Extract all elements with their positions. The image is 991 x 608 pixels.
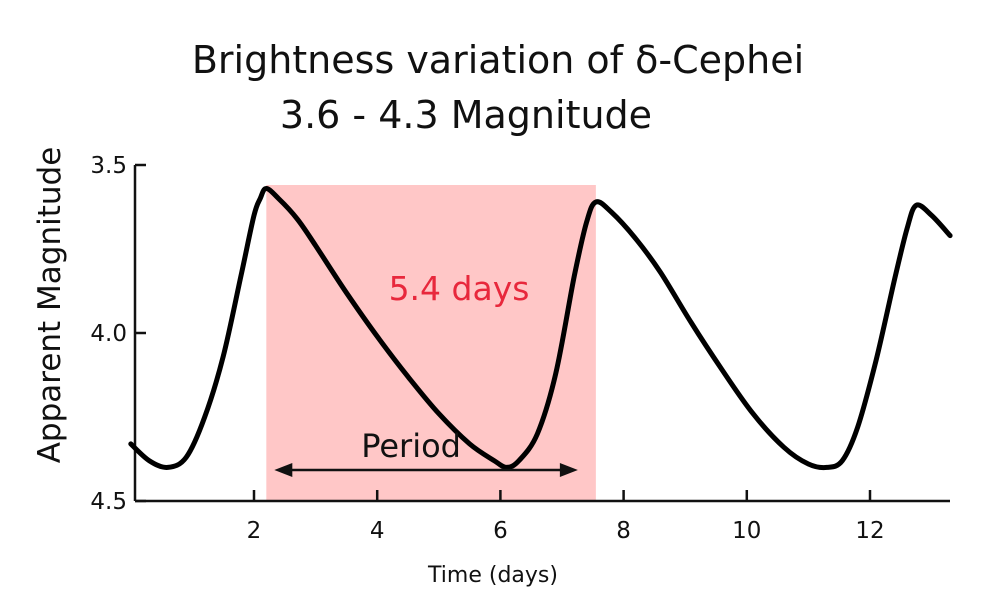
axes: 3.5 4.0 4.5 2 4 6 8 10 12: [90, 153, 950, 544]
arrow-left-head: [274, 463, 293, 477]
x-tick-label: 12: [855, 518, 884, 544]
brightness-curve: [128, 186, 953, 471]
x-tick-label: 2: [247, 518, 262, 544]
y-tick-label: 3.5: [90, 153, 127, 179]
x-tick-label: 10: [732, 518, 761, 544]
period-days-annotation: 5.4 days: [389, 269, 530, 308]
arrow-right-head: [559, 463, 578, 477]
x-tick-label: 6: [493, 518, 508, 544]
chart-subtitle: 3.6 - 4.3 Magnitude: [280, 93, 652, 137]
x-tick-label: 4: [370, 518, 385, 544]
chart-title: Brightness variation of δ-Cephei: [192, 38, 804, 82]
period-arrow: [274, 463, 578, 477]
period-label: Period: [361, 427, 461, 465]
period-shaded-region: [266, 185, 596, 501]
x-axis-label: Time (days): [427, 563, 558, 588]
y-axis-label: Apparent Magnitude: [32, 147, 68, 464]
y-tick-label: 4.0: [90, 321, 127, 347]
x-tick-label: 8: [616, 518, 631, 544]
y-tick-label: 4.5: [90, 489, 127, 515]
